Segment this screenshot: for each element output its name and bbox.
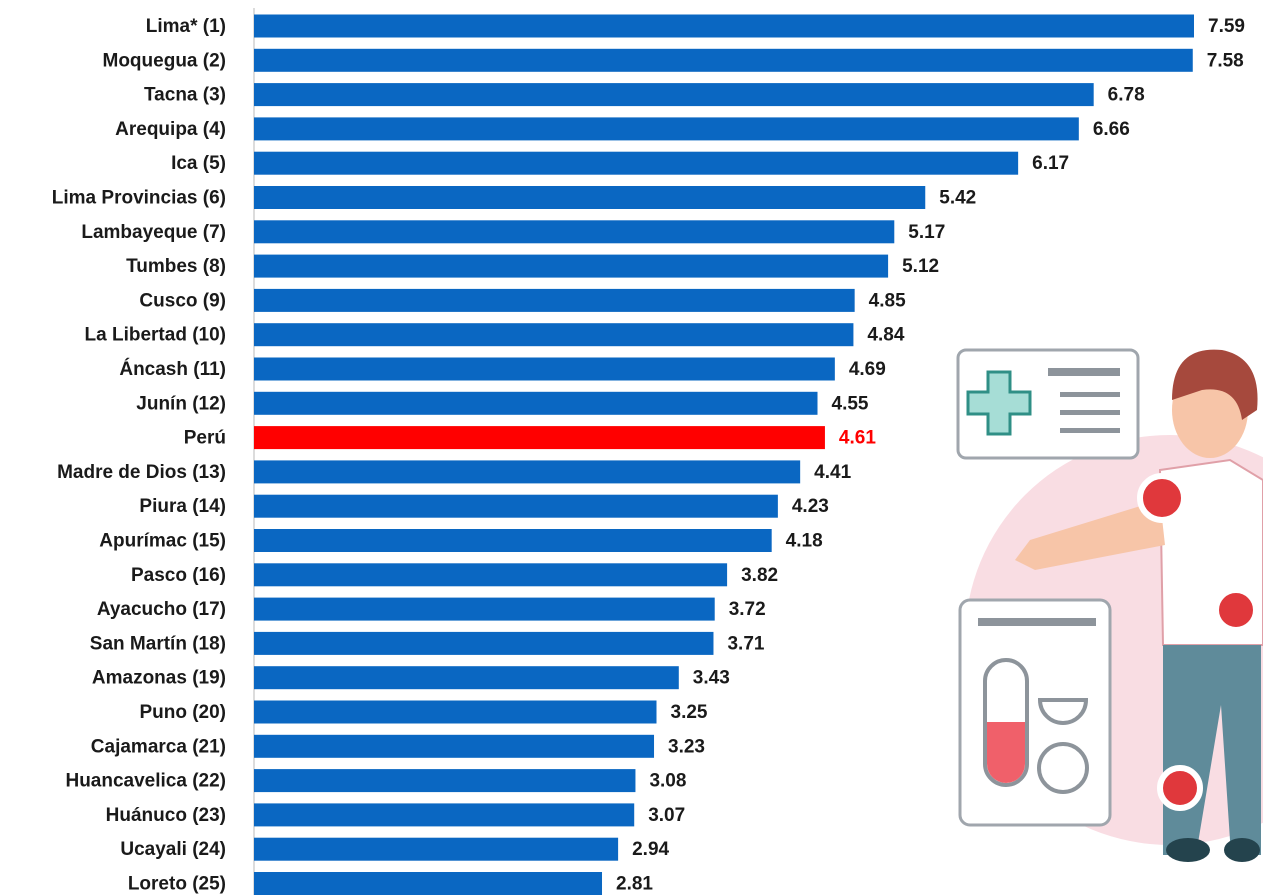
category-label: Tumbes (8)	[126, 256, 226, 277]
bar	[254, 152, 1018, 175]
category-label: Cusco (9)	[139, 290, 226, 311]
category-label: La Libertad (10)	[85, 325, 226, 346]
chart: Lima* (1) 7.59 Moquegua (2) 7.58 Tacna (3) 6.…	[0, 0, 1263, 895]
bar	[254, 803, 634, 826]
category-label: Arequipa (4)	[115, 119, 226, 140]
category-label: Ucayali (24)	[120, 839, 226, 860]
bar	[254, 701, 657, 724]
value-label: 5.42	[939, 188, 976, 209]
value-label: 4.41	[814, 462, 851, 483]
person-shoe	[1224, 838, 1260, 862]
bar	[254, 15, 1194, 38]
value-label: 3.08	[649, 771, 686, 792]
value-label: 2.81	[616, 874, 653, 895]
value-label: 7.59	[1208, 16, 1245, 37]
pain-dot	[1160, 768, 1200, 808]
value-label: 2.94	[632, 839, 669, 860]
category-label: Tacna (3)	[144, 85, 226, 106]
bar	[254, 186, 925, 209]
bar	[254, 735, 654, 758]
value-label: 3.82	[741, 565, 778, 586]
value-label: 3.23	[668, 736, 705, 757]
category-label: Lima Provincias (6)	[52, 188, 226, 209]
category-label: Ayacucho (17)	[97, 599, 226, 620]
category-label: Pasco (16)	[131, 565, 226, 586]
bar	[254, 769, 635, 792]
category-label: Lima* (1)	[146, 16, 226, 37]
person-shoe	[1166, 838, 1210, 862]
bar	[254, 49, 1193, 72]
category-label: Perú	[184, 428, 226, 449]
value-label: 6.17	[1032, 153, 1069, 174]
value-label: 6.66	[1093, 119, 1130, 140]
bar	[254, 666, 679, 689]
value-label: 5.17	[908, 222, 945, 243]
bar	[254, 529, 772, 552]
bar	[254, 323, 853, 346]
value-label: 4.23	[792, 496, 829, 517]
bar	[254, 460, 800, 483]
line-icon	[1048, 368, 1120, 376]
bar	[254, 392, 818, 415]
category-label: Apurímac (15)	[99, 531, 226, 552]
bar	[254, 358, 835, 381]
category-label: Ica (5)	[171, 153, 226, 174]
category-label: Piura (14)	[139, 496, 226, 517]
value-label: 3.25	[671, 702, 708, 723]
category-label: Cajamarca (21)	[91, 736, 226, 757]
card	[960, 600, 1110, 825]
value-label: 4.55	[832, 393, 869, 414]
value-label: 4.85	[869, 290, 906, 311]
bar	[254, 83, 1094, 106]
bar	[254, 872, 602, 895]
bar	[254, 632, 713, 655]
value-label: 4.61	[839, 428, 876, 449]
category-label: Madre de Dios (13)	[57, 462, 226, 483]
category-label: Moquegua (2)	[103, 50, 227, 71]
pain-dot	[1140, 476, 1184, 520]
value-label: 3.71	[727, 633, 764, 654]
category-label: Huánuco (23)	[106, 805, 226, 826]
bar	[254, 426, 825, 449]
pain-dot	[1216, 590, 1256, 630]
category-label: Amazonas (19)	[92, 668, 226, 689]
bar	[254, 220, 894, 243]
value-label: 4.84	[867, 325, 904, 346]
value-label: 7.58	[1207, 50, 1244, 71]
bar	[254, 255, 888, 278]
value-label: 3.72	[729, 599, 766, 620]
category-label: Junín (12)	[136, 393, 226, 414]
value-label: 6.78	[1108, 85, 1145, 106]
bar	[254, 598, 715, 621]
line-icon	[978, 618, 1096, 626]
line-icon	[1060, 392, 1120, 397]
line-icon	[1060, 410, 1120, 415]
value-label: 4.18	[786, 531, 823, 552]
line-icon	[1060, 428, 1120, 433]
category-label: San Martín (18)	[90, 633, 226, 654]
value-label: 3.43	[693, 668, 730, 689]
category-label: Puno (20)	[139, 702, 226, 723]
bar	[254, 117, 1079, 140]
value-label: 3.07	[648, 805, 685, 826]
category-label: Áncash (11)	[119, 358, 226, 380]
bar	[254, 495, 778, 518]
illustration	[958, 350, 1263, 862]
bar	[254, 563, 727, 586]
value-label: 4.69	[849, 359, 886, 380]
pill-icon	[987, 722, 1025, 783]
bar	[254, 838, 618, 861]
category-label: Lambayeque (7)	[81, 222, 226, 243]
bar	[254, 289, 855, 312]
tablet-icon	[1039, 744, 1087, 792]
value-label: 5.12	[902, 256, 939, 277]
category-label: Huancavelica (22)	[65, 771, 226, 792]
category-label: Loreto (25)	[128, 874, 226, 895]
